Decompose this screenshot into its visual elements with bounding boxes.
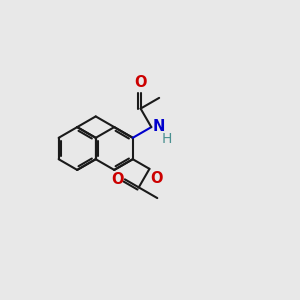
Text: H: H	[162, 133, 172, 146]
Text: N: N	[153, 119, 165, 134]
Text: O: O	[151, 171, 163, 186]
Text: O: O	[111, 172, 123, 187]
Text: O: O	[134, 76, 147, 91]
